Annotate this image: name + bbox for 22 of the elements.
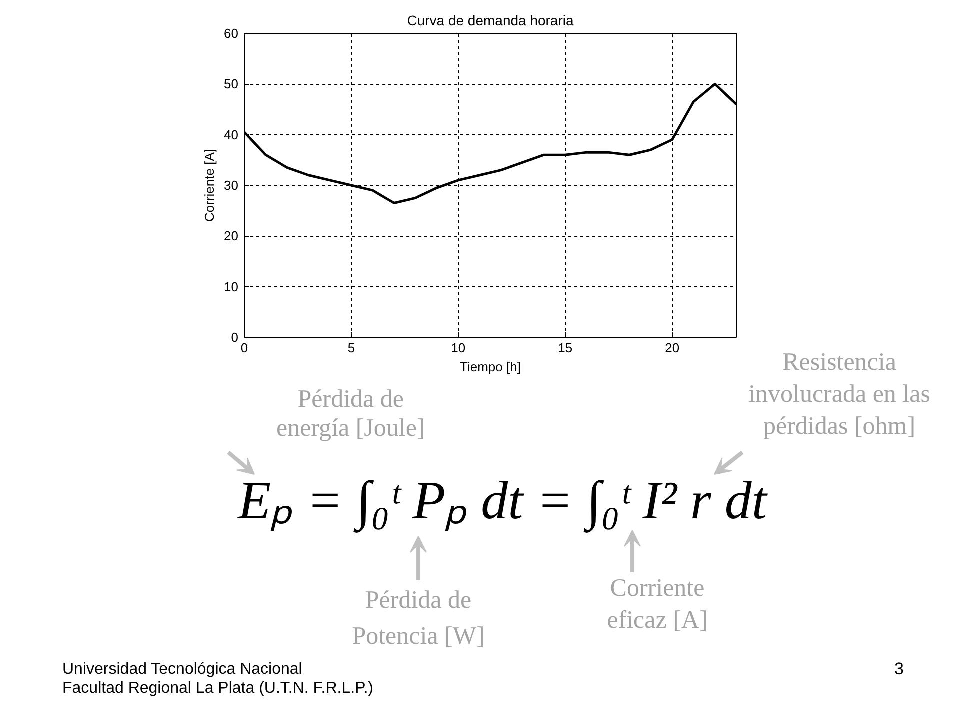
x-tick-label: 5	[348, 340, 356, 356]
x-tick-label: 15	[558, 340, 573, 356]
x-tick-label: 10	[451, 340, 466, 356]
text: Eₚ = ∫₀ᵗ Pₚ dt = ∫₀ᵗ I² r dt	[237, 470, 769, 534]
y-tick-label: 30	[224, 178, 239, 193]
text: Pérdida de Potencia [W]	[352, 587, 485, 650]
y-tick-label: 40	[224, 127, 239, 142]
x-axis-title: Tiempo [h]	[460, 360, 521, 374]
y-tick-label: 50	[224, 76, 239, 92]
chart-title: Curva de demanda horaria	[407, 12, 574, 28]
x-tick-label: 20	[665, 340, 680, 356]
text: Corriente eficaz [A]	[607, 575, 708, 634]
y-tick-label: 60	[224, 26, 239, 41]
y-axis-title: Corriente [A]	[202, 149, 218, 222]
y-tick-label: 10	[224, 279, 239, 294]
text: Resistencia involucrada en las pérdidas [ohm]	[748, 349, 930, 440]
y-tick-label: 20	[224, 228, 239, 244]
text: 3	[894, 660, 904, 678]
y-tick-label: 0	[231, 330, 239, 345]
x-tick-label: 0	[240, 340, 248, 356]
text: Universidad Tecnológica Nacional Facultad Regional La Plata (U.T.N. F.R.L.P.)	[62, 661, 374, 697]
text: Pérdida de energía [Joule]	[276, 386, 426, 442]
